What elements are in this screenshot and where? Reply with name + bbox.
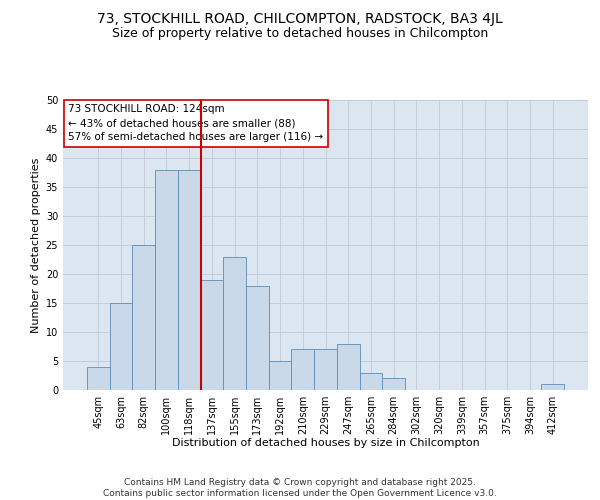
Bar <box>155 170 178 390</box>
Y-axis label: Number of detached properties: Number of detached properties <box>31 158 41 332</box>
Bar <box>246 286 269 390</box>
Bar <box>359 372 382 390</box>
Bar <box>133 245 155 390</box>
Bar <box>178 170 200 390</box>
Text: 73, STOCKHILL ROAD, CHILCOMPTON, RADSTOCK, BA3 4JL: 73, STOCKHILL ROAD, CHILCOMPTON, RADSTOC… <box>97 12 503 26</box>
Bar <box>110 303 133 390</box>
Bar <box>200 280 223 390</box>
Bar <box>87 367 110 390</box>
Text: Contains HM Land Registry data © Crown copyright and database right 2025.
Contai: Contains HM Land Registry data © Crown c… <box>103 478 497 498</box>
Bar <box>314 350 337 390</box>
Bar <box>382 378 405 390</box>
X-axis label: Distribution of detached houses by size in Chilcompton: Distribution of detached houses by size … <box>172 438 479 448</box>
Bar <box>292 350 314 390</box>
Bar <box>337 344 359 390</box>
Bar <box>541 384 564 390</box>
Text: Size of property relative to detached houses in Chilcompton: Size of property relative to detached ho… <box>112 28 488 40</box>
Text: 73 STOCKHILL ROAD: 124sqm
← 43% of detached houses are smaller (88)
57% of semi-: 73 STOCKHILL ROAD: 124sqm ← 43% of detac… <box>68 104 323 142</box>
Bar <box>223 256 246 390</box>
Bar <box>269 361 292 390</box>
